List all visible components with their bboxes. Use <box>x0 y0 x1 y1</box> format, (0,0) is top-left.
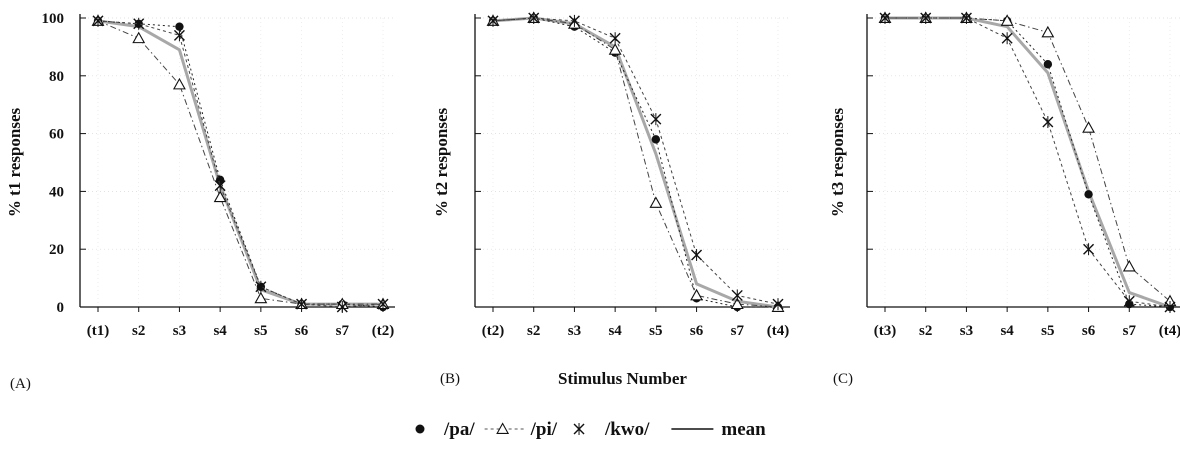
series-pa <box>93 16 388 312</box>
y-axis-label: % t2 responses <box>432 107 451 217</box>
marker-dot <box>175 22 184 31</box>
y-axis-label: % t3 responses <box>828 107 847 217</box>
series-pi <box>486 11 785 312</box>
x-tick-label: (t1) <box>87 323 110 339</box>
legend-item-mean: mean <box>671 419 766 440</box>
x-tick-label: s4 <box>608 323 622 339</box>
y-tick-label: 60 <box>49 127 64 143</box>
series-line <box>885 17 1171 302</box>
legend-item-kwo: /kwo/ <box>573 419 650 440</box>
legend-item-pi: /pi/ <box>484 419 558 440</box>
series-line <box>97 20 384 308</box>
series-line <box>885 17 1171 308</box>
series-line <box>492 17 778 308</box>
marker-triangle <box>172 77 186 90</box>
series-line <box>492 16 779 309</box>
legend-marker-dot <box>415 424 425 434</box>
x-tick-label: s6 <box>690 323 704 339</box>
marker-triangle <box>1082 121 1096 133</box>
x-tick-label: s5 <box>1041 323 1054 339</box>
legend-label: /pa/ <box>443 419 475 440</box>
y-tick-label: 40 <box>49 184 64 200</box>
x-tick-label: (t2) <box>482 323 505 339</box>
x-tick-label: (t4) <box>1159 323 1180 339</box>
marker-triangle <box>254 291 268 304</box>
marker-triangle <box>1041 25 1055 38</box>
series-line <box>97 20 384 308</box>
y-tick-label: 80 <box>49 69 64 85</box>
series-mean <box>97 19 383 306</box>
series-pa <box>488 13 783 312</box>
chart-panels: 0 20 40 60 80 100 (t1) s2 s3 s4 s5 s6 s7 (t2) % t1 res… <box>5 11 1180 392</box>
series-kwo <box>879 12 1176 313</box>
marker-triangle <box>1122 259 1136 272</box>
marker-triangle <box>496 422 510 434</box>
marker-dot <box>1043 60 1053 69</box>
x-tick-label: s3 <box>960 323 973 339</box>
x-tick-label: s5 <box>649 323 662 339</box>
legend-item-pa: /pa/ <box>415 419 475 440</box>
panel-label: (C) <box>833 371 853 387</box>
series-line <box>492 17 779 305</box>
series-mean <box>885 16 1171 309</box>
series-pi <box>91 14 390 310</box>
y-tick-label: 0 <box>57 300 65 316</box>
legend-label: /kwo/ <box>604 419 650 440</box>
x-tick-label: s3 <box>173 323 186 339</box>
chart-panel-1: 0 20 40 60 80 100 (t1) s2 s3 s4 s5 s6 s7 (t2) % t1 res… <box>5 11 395 392</box>
marker-triangle <box>608 43 622 55</box>
x-tick-label: s5 <box>254 323 267 339</box>
series-line <box>885 17 1171 308</box>
x-tick-label: s6 <box>295 323 309 339</box>
x-tick-label: s7 <box>336 323 350 339</box>
marker-triangle <box>1000 14 1014 26</box>
marker-dot <box>1084 190 1093 199</box>
marker-triangle <box>649 196 663 208</box>
x-tick-label: s3 <box>568 323 581 339</box>
y-tick-label: 100 <box>42 11 65 27</box>
x-tick-label: s2 <box>919 323 932 339</box>
marker-triangle <box>730 297 744 310</box>
chart-panel-3: (t3) s2 s3 s4 s5 s6 s7 (t4) % t3 responses (C) <box>828 11 1180 387</box>
legend: /pa/ /pi/ /kwo/mean <box>415 419 766 440</box>
panel-label: (B) <box>440 371 460 387</box>
legend-label: /pi/ <box>530 419 558 440</box>
x-tick-label: (t4) <box>767 323 790 339</box>
x-tick-label: s4 <box>213 323 227 339</box>
marker-dot <box>651 135 661 144</box>
series-line <box>492 17 779 308</box>
x-tick-label: s7 <box>1123 323 1137 339</box>
x-axis-label: Stimulus Number <box>558 369 687 388</box>
x-tick-label: s4 <box>1000 323 1014 339</box>
legend-label: mean <box>721 419 766 440</box>
series-line <box>97 19 383 306</box>
marker-triangle <box>132 31 146 44</box>
series-kwo <box>92 14 389 313</box>
series-line <box>97 20 383 305</box>
series-pi <box>878 11 1177 307</box>
panel-label: (A) <box>10 376 31 392</box>
x-tick-label: (t2) <box>372 323 395 339</box>
series-kwo <box>487 12 784 311</box>
series-mean <box>492 16 779 309</box>
chart-panel-2: (t2) s2 s3 s4 s5 s6 s7 (t4) % t2 responses Stimul… <box>432 11 790 388</box>
x-tick-label: s7 <box>731 323 745 339</box>
marker-triangle <box>213 190 227 203</box>
y-axis-label: % t1 responses <box>5 107 24 217</box>
x-tick-label: s2 <box>132 323 145 339</box>
series-line <box>885 16 1171 309</box>
x-tick-label: (t3) <box>874 323 897 339</box>
y-tick-label: 20 <box>49 242 64 258</box>
marker-triangle <box>690 288 704 301</box>
x-tick-label: s2 <box>527 323 540 339</box>
x-tick-label: s6 <box>1082 323 1096 339</box>
